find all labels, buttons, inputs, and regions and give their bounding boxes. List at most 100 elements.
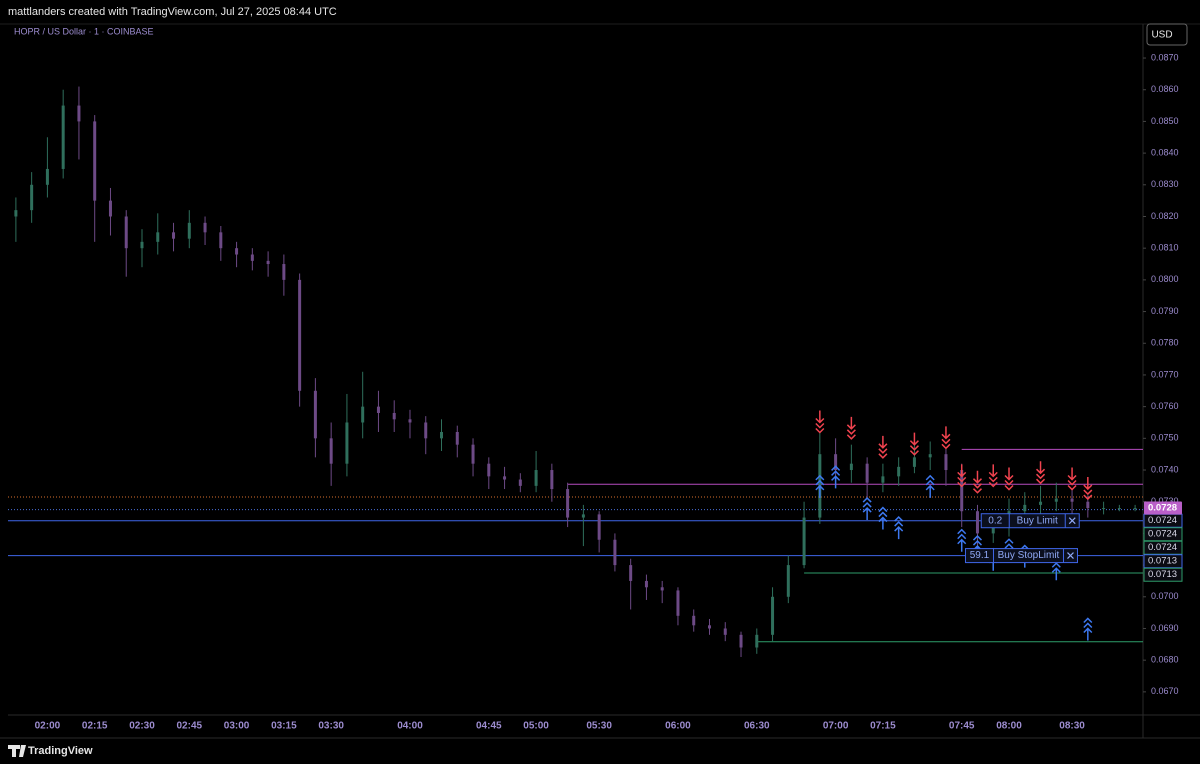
footer-brand: TradingView [28, 745, 93, 757]
candle-body [581, 514, 585, 518]
candle-body [975, 511, 979, 534]
x-tick-label: 07:45 [949, 721, 975, 732]
buy-arrow [1051, 557, 1061, 581]
candle-body [30, 184, 34, 211]
sell-arrow [941, 426, 951, 450]
x-tick-label: 08:30 [1059, 721, 1085, 732]
candle-body [77, 105, 81, 122]
candle-body [692, 615, 696, 626]
order-box [980, 513, 1080, 529]
sell-arrow [1004, 467, 1014, 491]
currency-button[interactable] [1146, 23, 1188, 46]
candle-body [849, 463, 853, 471]
order-cancel[interactable] [1068, 517, 1076, 525]
y-tick-label: 0.0730 [1151, 496, 1179, 506]
sell-arrow [972, 470, 983, 494]
candle-body [644, 580, 648, 588]
sell-arrow [1083, 477, 1093, 501]
y-tick-label: 0.0750 [1151, 433, 1179, 443]
y-tick-label: 0.0740 [1151, 464, 1179, 474]
buy-arrow [925, 474, 935, 498]
candle-body [140, 241, 144, 249]
candle-body [203, 222, 207, 233]
order-cancel[interactable] [1067, 552, 1074, 560]
candle-body [518, 479, 522, 486]
candle-body [723, 628, 727, 635]
y-tick-label: 0.0770 [1151, 369, 1179, 379]
axis-price-label: 0.0724 [1148, 542, 1177, 553]
axis-price-label: 0.0724 [1148, 515, 1177, 526]
axis-price-box [1143, 567, 1183, 582]
candle-body [408, 419, 412, 423]
candle-body [376, 406, 380, 413]
order-side: Buy Limit [1017, 515, 1058, 526]
order-side: Buy StopLimit [998, 550, 1060, 561]
y-tick-label: 0.0800 [1151, 274, 1179, 284]
candle-body [93, 121, 97, 201]
x-tick-label: 06:30 [744, 721, 770, 732]
y-tick-label: 0.0760 [1151, 401, 1179, 411]
x-tick-label: 08:00 [996, 721, 1022, 732]
candle-body [597, 514, 601, 540]
axis-price-label: 0.0713 [1148, 569, 1177, 580]
header: mattlanders created with TradingView.com… [8, 6, 337, 18]
candle-body [912, 457, 916, 467]
currency-label: USD [1151, 30, 1172, 41]
candle-body [282, 264, 286, 280]
y-tick-label: 0.0820 [1151, 211, 1179, 221]
candle-body [487, 463, 491, 477]
candle-body [156, 232, 160, 242]
candle-body [392, 412, 396, 420]
candle-body [124, 216, 128, 249]
candle-body [534, 470, 538, 486]
candle-body [250, 254, 254, 261]
candle-body [566, 489, 570, 518]
candle-body [424, 422, 428, 439]
candle-body [345, 422, 349, 464]
candle-body [897, 466, 901, 477]
y-tick-label: 0.0830 [1151, 179, 1179, 189]
sell-arrow [988, 464, 998, 488]
sell-arrow [909, 432, 919, 456]
candle-body [219, 232, 223, 249]
x-tick-label: 03:00 [224, 721, 250, 732]
candle-body [881, 476, 885, 483]
candle-body [45, 168, 49, 185]
x-tick-label: 04:45 [476, 721, 502, 732]
axis-price-label: 0.0713 [1148, 556, 1177, 567]
sell-arrow [815, 410, 825, 434]
last-price-box [1144, 501, 1182, 515]
candle-body [313, 390, 317, 439]
candle-body [991, 527, 995, 534]
candle-body [172, 232, 176, 239]
candle-body [235, 248, 239, 255]
candle-body [960, 470, 964, 512]
y-tick-label: 0.0850 [1151, 116, 1179, 126]
sell-arrow [1035, 461, 1046, 485]
candle-body [361, 406, 365, 423]
x-tick-label: 02:30 [129, 721, 155, 732]
x-tick-label: 07:15 [870, 721, 896, 732]
candle-body [1070, 498, 1074, 502]
y-tick-label: 0.0680 [1151, 655, 1179, 665]
candle-body [786, 565, 790, 597]
x-tick-label: 03:15 [271, 721, 297, 732]
candle-body [108, 200, 112, 217]
y-tick-label: 0.0790 [1151, 306, 1179, 316]
candle-body [1133, 508, 1137, 510]
x-tick-label: 02:45 [176, 721, 202, 732]
candle-body [187, 222, 191, 239]
x-tick-label: 07:00 [823, 721, 849, 732]
buy-arrow [831, 465, 841, 489]
candle-body [676, 590, 680, 616]
candle-body [550, 470, 554, 490]
candle-body [14, 210, 18, 217]
buy-arrow [878, 506, 888, 530]
buy-arrow [862, 496, 872, 521]
y-tick-label: 0.0810 [1151, 243, 1179, 253]
candle-body [802, 517, 806, 566]
candle-body [739, 634, 743, 648]
y-tick-label: 0.0690 [1151, 623, 1179, 633]
